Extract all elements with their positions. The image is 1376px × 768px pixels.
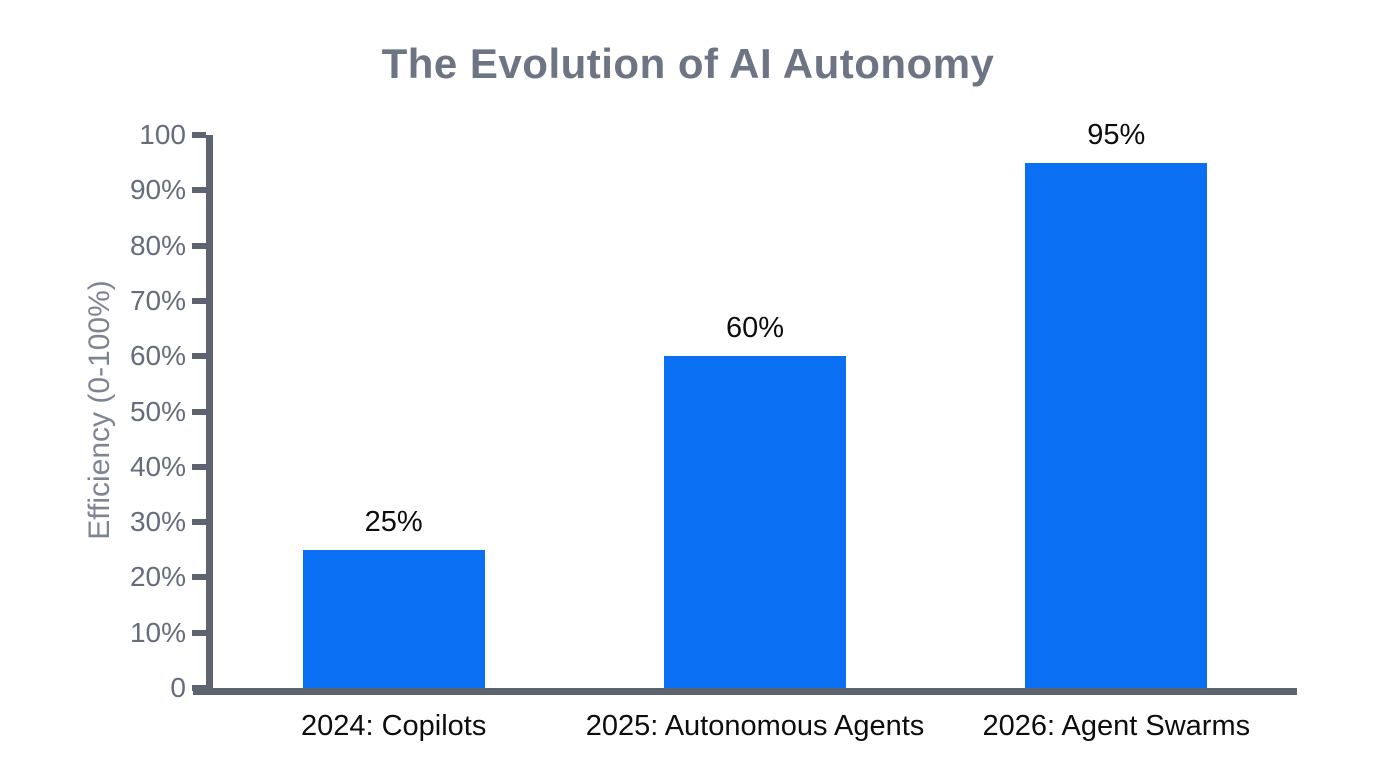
y-tick-mark xyxy=(192,297,206,304)
bar-value-label: 25% xyxy=(364,505,423,538)
y-tick-label: 60% xyxy=(129,340,186,372)
y-tick-mark xyxy=(192,685,206,691)
y-tick-mark xyxy=(192,463,206,470)
y-tick-mark xyxy=(192,519,206,526)
y-tick-label: 90% xyxy=(129,174,186,206)
y-tick-label: 0 xyxy=(170,672,186,703)
y-tick-label: 100 xyxy=(139,119,186,150)
chart-title: The Evolution of AI Autonomy xyxy=(381,40,995,87)
bar-value-label: 95% xyxy=(1087,118,1146,151)
y-tick-label: 70% xyxy=(129,284,186,316)
y-tick-mark xyxy=(192,242,206,249)
x-category-label: 2024: Copilots xyxy=(300,710,487,742)
y-tick-mark xyxy=(192,132,206,138)
x-category-label: 2025: Autonomous Agents xyxy=(585,710,925,742)
y-tick-label: 50% xyxy=(129,395,186,427)
y-tick-label: 40% xyxy=(129,450,186,482)
y-tick-mark xyxy=(192,353,206,360)
y-axis-line xyxy=(206,135,213,695)
bar xyxy=(302,549,485,688)
y-tick-mark xyxy=(192,408,206,415)
bar-value-label: 60% xyxy=(725,312,785,345)
y-tick-label: 30% xyxy=(129,506,186,538)
plot-area: 0 10% 20% 30% 40% 50% 60% 70% 80% 90% 100 25% 60% 95… xyxy=(130,119,1297,742)
bar xyxy=(1025,162,1208,688)
y-tick-mark xyxy=(192,629,206,636)
bar xyxy=(664,356,846,688)
x-axis-line xyxy=(193,688,1297,695)
y-tick-label: 20% xyxy=(129,561,186,593)
x-category-label: 2026: Agent Swarms xyxy=(982,710,1251,742)
y-tick-label: 80% xyxy=(129,229,186,261)
y-tick-label: 10% xyxy=(129,616,186,648)
y-tick-mark xyxy=(192,187,206,194)
y-tick-mark xyxy=(192,574,206,581)
